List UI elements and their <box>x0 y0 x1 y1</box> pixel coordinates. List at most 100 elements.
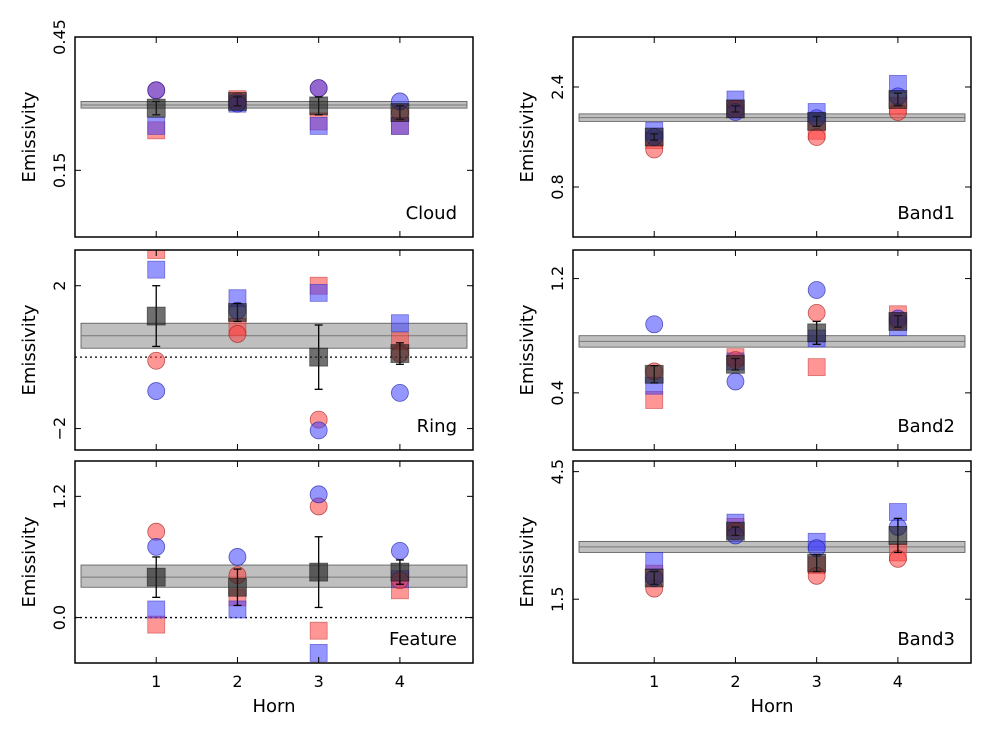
y-axis-label: Emissivity <box>517 91 538 182</box>
mean-marker <box>390 562 410 582</box>
y-axis-label: Emissivity <box>517 516 538 607</box>
mean-marker <box>644 364 664 384</box>
panel-frame <box>572 460 972 664</box>
panel-label: Band1 <box>897 203 955 224</box>
panel-feature: 1 2 3 4 0.0 1.2 Emissivity Feature Horn <box>19 460 474 717</box>
panel-frame <box>74 36 474 238</box>
blue-square-marker <box>645 552 664 570</box>
panel-label: Cloud <box>406 203 457 224</box>
red-square-marker <box>807 358 826 377</box>
panel-label: Band2 <box>897 416 955 437</box>
y-tick-label: 4.5 <box>548 459 567 484</box>
y-axis-label: Emissivity <box>19 304 40 395</box>
red-square-marker <box>309 621 328 640</box>
plot-area <box>75 485 473 662</box>
y-tick-label: 0.8 <box>548 174 567 199</box>
blue-square-marker <box>309 283 328 302</box>
blue-square-marker <box>309 116 328 135</box>
y-tick-label: 2.4 <box>548 74 567 99</box>
mean-marker <box>390 344 410 363</box>
y-tick-label: 0.45 <box>50 19 69 55</box>
panel-frame <box>572 36 972 238</box>
red-circle-marker <box>807 128 826 146</box>
plot-area <box>80 79 468 140</box>
red-circle-marker <box>807 303 826 322</box>
x-tick-label: 3 <box>314 672 324 691</box>
blue-circle-marker <box>807 281 826 299</box>
x-axis-label: Horn <box>252 696 295 717</box>
mean-marker <box>726 99 745 119</box>
mean-marker <box>390 103 410 122</box>
mean-marker <box>888 90 908 109</box>
mean-marker <box>228 92 247 111</box>
plot-area <box>578 503 966 598</box>
mean-marker <box>228 303 247 322</box>
mean-marker <box>309 562 329 582</box>
blue-circle-marker <box>390 383 409 402</box>
panel-ring: −2 2 Emissivity Ring <box>19 249 474 451</box>
blue-circle-marker <box>147 537 166 556</box>
panel-label: Feature <box>389 629 457 650</box>
y-tick-label: 2 <box>50 281 69 291</box>
plot-area <box>75 250 473 440</box>
panel-band2: 0.4 1.2 Emissivity Band2 <box>517 249 972 451</box>
blue-circle-marker <box>309 485 328 504</box>
x-tick-label: 1 <box>649 672 659 691</box>
mean-marker <box>807 111 827 131</box>
panel-label: Band3 <box>897 629 955 650</box>
y-axis-label: Emissivity <box>19 91 40 182</box>
x-tick-label: 3 <box>812 672 822 691</box>
y-tick-label: 0.15 <box>50 153 69 189</box>
x-tick-label: 4 <box>395 672 405 691</box>
mean-marker <box>146 98 166 118</box>
mean-band <box>80 564 468 588</box>
mean-marker <box>807 553 827 573</box>
panel-band1: 0.8 2.4 Emissivity Band1 <box>517 36 972 238</box>
y-tick-label: 0.0 <box>50 605 69 630</box>
blue-circle-marker <box>309 421 328 440</box>
panel-label: Ring <box>417 416 457 437</box>
mean-marker <box>726 521 745 541</box>
mean-marker <box>309 96 329 116</box>
x-tick-label: 2 <box>232 672 242 691</box>
y-tick-label: −2 <box>50 417 69 441</box>
mean-marker <box>146 567 166 587</box>
mean-marker <box>888 312 908 331</box>
blue-circle-marker <box>390 541 409 560</box>
mean-marker <box>888 526 908 545</box>
panel-frame <box>74 460 474 664</box>
blue-circle-marker <box>228 548 247 566</box>
x-axis-label: Horn <box>750 696 793 717</box>
blue-circle-marker <box>147 382 166 400</box>
blue-circle-marker <box>309 79 328 98</box>
red-circle-marker <box>147 351 166 370</box>
mean-marker <box>644 127 664 147</box>
y-tick-label: 1.2 <box>50 484 69 509</box>
y-tick-label: 0.4 <box>548 380 567 405</box>
blue-square-marker <box>147 260 166 279</box>
y-axis-label: Emissivity <box>19 516 40 607</box>
blue-circle-marker <box>645 315 664 334</box>
red-circle-marker <box>228 325 247 343</box>
mean-marker <box>807 323 827 343</box>
blue-square-marker <box>147 600 166 619</box>
plot-area <box>578 281 966 409</box>
blue-square-marker <box>147 116 166 135</box>
x-tick-label: 2 <box>730 672 740 691</box>
y-tick-label: 1.2 <box>548 266 567 291</box>
panel-band3: 1 2 3 4 1.5 4.5 Emissivity Band3 Horn <box>517 459 972 717</box>
panel-frame <box>572 249 972 451</box>
panel-cloud: 0.15 0.45 Emissivity Cloud <box>19 19 474 238</box>
mean-marker <box>228 577 247 597</box>
plot-area <box>578 74 966 159</box>
panel-frame <box>74 249 474 451</box>
blue-square-marker <box>390 314 409 333</box>
mean-marker <box>644 568 664 588</box>
mean-marker <box>726 354 745 374</box>
y-tick-label: 1.5 <box>548 586 567 611</box>
red-circle-marker <box>147 522 166 541</box>
y-axis-label: Emissivity <box>517 304 538 395</box>
mean-marker <box>309 347 329 367</box>
mean-marker <box>146 306 166 326</box>
